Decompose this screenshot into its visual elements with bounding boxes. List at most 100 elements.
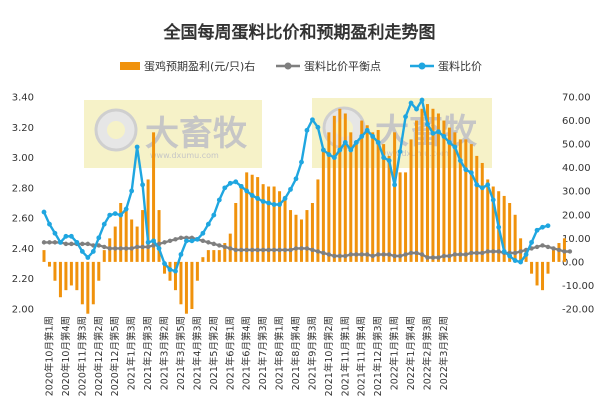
ratio-point: [112, 211, 118, 217]
profit-bar: [371, 132, 375, 262]
x-tick-label: 2021年1月第3周: [126, 316, 138, 390]
balance-point: [162, 240, 167, 245]
x-tick-label: 2020年12月第2周: [93, 316, 105, 396]
balance-point: [123, 246, 129, 251]
ratio-point: [529, 239, 534, 245]
profit-bar: [387, 155, 391, 262]
x-tick-label: 2021年2月第3周: [142, 316, 154, 390]
x-tick-label: 2020年10月第4周: [60, 316, 72, 396]
balance-point: [41, 240, 47, 245]
ratio-point: [68, 233, 74, 239]
profit-bar: [294, 214, 298, 262]
ratio-point: [211, 212, 217, 218]
ratio-point: [375, 140, 381, 145]
right-tick-label: -10.00: [562, 281, 594, 292]
balance-point: [222, 244, 227, 250]
profit-bar: [398, 172, 402, 262]
profit-bar: [546, 261, 550, 274]
balance-point: [534, 244, 540, 250]
balance-point: [200, 238, 206, 244]
profit-bar: [376, 129, 380, 262]
watermark-right-url: www.dxumu.com: [380, 149, 449, 158]
ratio-point: [419, 97, 425, 103]
ratio-point: [178, 252, 184, 257]
profit-bar: [349, 132, 353, 262]
balance-point: [403, 252, 408, 257]
right-tick-label: 70.00: [562, 93, 591, 104]
left-tick-label: 2.60: [12, 214, 34, 225]
ratio-point: [457, 158, 463, 164]
balance-point: [430, 255, 436, 260]
x-tick-label: 2021年8月第1周: [274, 316, 286, 390]
watermark-left-url: www.dxumu.com: [150, 151, 219, 160]
legend: 蛋鸡预期盈利(元/只)右 蛋料比价平衡点 蛋料比价: [120, 59, 482, 73]
balance-point: [425, 255, 430, 260]
legend-balance-marker: [284, 62, 292, 70]
balance-point: [167, 238, 173, 244]
ratio-point: [205, 221, 211, 227]
balance-point: [288, 247, 293, 253]
balance-point: [69, 241, 74, 247]
balance-point: [408, 250, 414, 256]
ratio-point: [79, 249, 85, 254]
ratio-point: [452, 144, 458, 150]
ratio-point: [468, 170, 474, 176]
balance-point: [145, 244, 151, 250]
right-tick-label: 20.00: [562, 210, 591, 221]
profit-bar: [53, 261, 57, 281]
profit-bars: [42, 104, 566, 314]
profit-bar: [239, 184, 243, 262]
balance-point: [244, 247, 249, 253]
balance-point: [173, 237, 178, 242]
balance-point: [512, 250, 518, 256]
ratio-point: [288, 186, 293, 192]
profit-bar: [486, 179, 490, 262]
ratio-point: [304, 127, 310, 133]
x-tick-label: 2021年12月第3周: [372, 316, 384, 396]
profit-bar: [442, 120, 446, 262]
profit-bar: [469, 144, 473, 262]
ratio-point: [184, 238, 189, 244]
profit-bar: [475, 155, 479, 262]
profit-bar: [332, 115, 336, 262]
ratio-point: [200, 230, 206, 236]
axes: 2.00 2.20 2.40 2.60 2.80 3.00 3.20 3.40 -20.00 -1…: [12, 93, 595, 316]
ratio-point: [348, 147, 354, 153]
right-tick-label: 0.00: [562, 257, 584, 268]
balance-point: [315, 249, 321, 254]
x-tick-label: 2021年5月第2周: [208, 316, 220, 390]
balance-point: [129, 246, 134, 251]
profit-bar: [535, 261, 539, 286]
balance-point: [452, 252, 458, 257]
balance-point: [239, 247, 244, 253]
ratio-point: [446, 140, 452, 145]
ratio-point: [545, 223, 551, 229]
profit-bar: [64, 261, 68, 291]
balance-point: [354, 252, 359, 257]
balance-point: [392, 253, 397, 259]
ratio-point: [490, 197, 496, 203]
profit-bar: [480, 162, 484, 262]
profit-bar: [338, 108, 342, 262]
balance-point: [107, 246, 112, 251]
ratio-point: [162, 261, 167, 266]
ratio-point: [227, 180, 233, 186]
ratio-point: [397, 149, 403, 154]
balance-point: [211, 241, 217, 247]
chart-title: 全国每周蛋料比价和预期盈利走势图: [163, 22, 436, 43]
ratio-point: [331, 155, 337, 160]
balance-point: [419, 252, 425, 257]
profit-bar: [327, 132, 331, 262]
ratio-point: [249, 193, 255, 198]
balance-point: [233, 247, 238, 253]
ratio-line: [41, 97, 551, 274]
balance-line: [41, 235, 573, 260]
balance-point: [332, 253, 337, 259]
right-tick-label: -20.00: [562, 305, 594, 316]
x-tick-label: 2022年1月第4周: [405, 316, 417, 390]
profit-bar: [502, 195, 506, 262]
profit-bar: [393, 132, 397, 262]
balance-point: [397, 253, 403, 259]
profit-bar: [289, 210, 293, 262]
profit-bar: [453, 132, 457, 262]
